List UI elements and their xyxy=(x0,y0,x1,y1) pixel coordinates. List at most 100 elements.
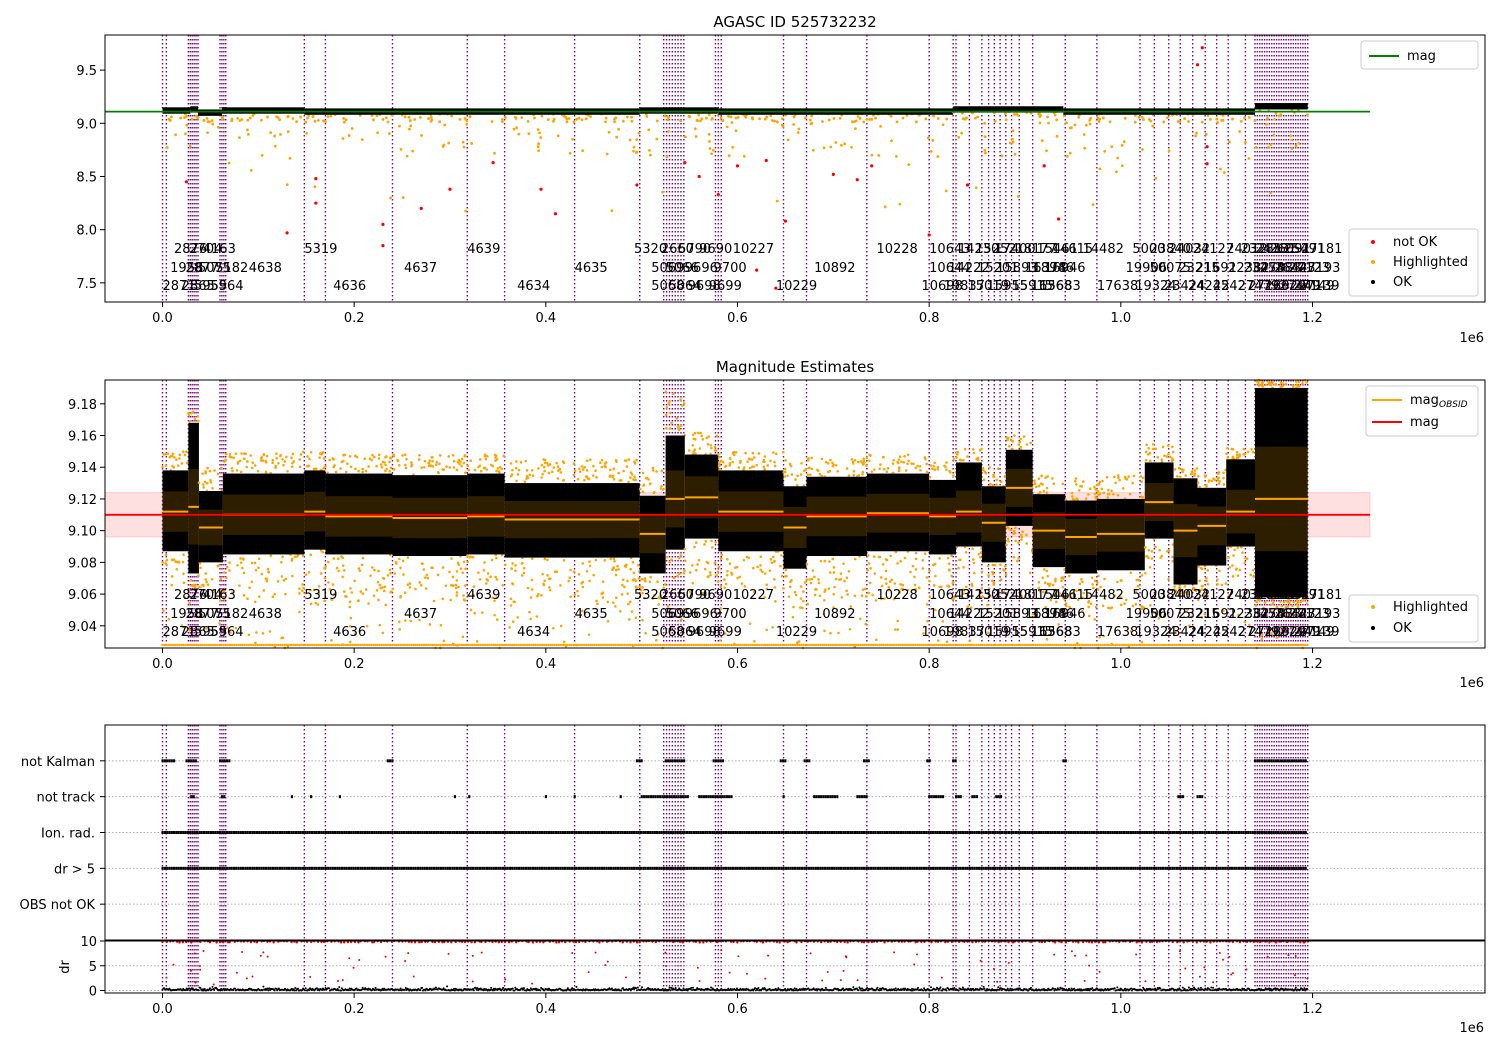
highlighted-point xyxy=(278,118,282,122)
dr-point xyxy=(197,989,200,992)
highlighted-point xyxy=(1140,480,1144,483)
flag-mark xyxy=(943,831,946,834)
flag-mark xyxy=(984,831,988,834)
highlighted-point xyxy=(1017,443,1021,446)
highlighted-point xyxy=(485,582,488,585)
highlighted-point xyxy=(168,119,172,122)
highlighted-point xyxy=(251,461,255,465)
highlighted-point xyxy=(343,120,346,124)
flag-mark xyxy=(534,831,537,834)
flag-mark xyxy=(1258,759,1261,763)
flag-mark xyxy=(759,831,762,834)
highlighted-point xyxy=(1124,598,1128,602)
highlighted-point xyxy=(1190,589,1193,592)
highlighted-point xyxy=(585,459,589,463)
flag-mark xyxy=(331,831,334,834)
highlighted-point xyxy=(853,557,857,561)
not-ok-point xyxy=(381,244,385,248)
highlighted-point xyxy=(1135,578,1139,582)
highlighted-point xyxy=(1192,643,1195,647)
highlighted-point xyxy=(299,115,302,119)
highlighted-point xyxy=(971,558,975,561)
highlighted-point xyxy=(326,560,330,564)
highlighted-point xyxy=(879,463,882,466)
flag-mark xyxy=(527,831,530,834)
highlighted-point xyxy=(966,605,970,609)
highlighted-point xyxy=(804,116,807,120)
flag-mark xyxy=(1090,831,1093,834)
highlighted-point xyxy=(363,457,367,460)
highlighted-point xyxy=(643,577,647,580)
highlighted-point xyxy=(570,643,573,647)
highlighted-point xyxy=(1061,576,1065,579)
highlighted-point xyxy=(1122,643,1126,647)
highlighted-point xyxy=(885,582,888,585)
flag-mark xyxy=(939,795,942,799)
highlighted-point xyxy=(1145,554,1148,558)
flag-mark xyxy=(711,831,714,834)
highlighted-point xyxy=(614,643,617,647)
highlighted-point xyxy=(562,640,566,644)
obsid-label: 15915 xyxy=(1012,279,1053,294)
flag-mark xyxy=(219,866,222,870)
flag-mark xyxy=(630,831,633,834)
highlighted-point xyxy=(659,593,662,597)
highlighted-point xyxy=(342,569,346,572)
flag-mark xyxy=(665,866,668,870)
highlighted-point xyxy=(549,588,552,592)
highlighted-point xyxy=(943,643,946,647)
flag-mark xyxy=(1037,866,1040,870)
highlighted-point xyxy=(932,464,936,468)
highlighted-point xyxy=(264,643,268,647)
highlighted-point xyxy=(1235,567,1239,570)
flag-mark xyxy=(863,759,866,763)
highlighted-point xyxy=(1043,568,1046,571)
highlighted-point xyxy=(1042,590,1045,594)
flag-mark xyxy=(308,866,311,870)
highlighted-point xyxy=(569,568,572,572)
obsid-label: 14615 xyxy=(1052,242,1093,257)
highlighted-point xyxy=(945,468,948,471)
flag-mark xyxy=(743,831,746,834)
highlighted-point xyxy=(1088,643,1092,647)
highlighted-point xyxy=(819,559,823,563)
flag-mark xyxy=(246,866,249,870)
highlighted-point xyxy=(891,462,895,465)
flag-mark xyxy=(313,831,316,834)
highlighted-point xyxy=(309,553,313,556)
highlighted-point xyxy=(648,148,651,152)
highlighted-point xyxy=(548,586,551,589)
flag-mark xyxy=(1116,866,1119,870)
highlighted-point xyxy=(229,631,232,634)
highlighted-point xyxy=(787,595,791,598)
flag-mark xyxy=(469,866,472,870)
highlighted-point xyxy=(205,643,208,647)
highlighted-point xyxy=(839,572,843,575)
highlighted-point xyxy=(290,557,294,561)
flag-mark xyxy=(800,866,804,870)
flag-mark xyxy=(721,759,724,763)
flag-mark xyxy=(1017,831,1020,834)
obsid-label: 5064 xyxy=(669,279,702,294)
highlighted-point xyxy=(964,550,968,554)
highlighted-point xyxy=(831,461,834,465)
highlighted-point xyxy=(832,606,835,609)
flag-mark xyxy=(1258,831,1261,834)
highlighted-point xyxy=(1143,643,1147,647)
highlighted-point xyxy=(790,579,793,582)
highlighted-point xyxy=(337,569,340,573)
highlighted-point xyxy=(438,120,442,124)
flag-mark xyxy=(1040,831,1043,834)
flag-mark xyxy=(984,866,988,870)
highlighted-point xyxy=(816,469,820,472)
highlighted-point xyxy=(901,583,905,587)
flag-mark xyxy=(580,866,583,870)
flag-mark xyxy=(541,831,544,834)
flag-mark xyxy=(320,866,323,870)
highlighted-point xyxy=(577,573,581,576)
flag-mark xyxy=(886,831,889,834)
highlighted-point xyxy=(690,643,693,647)
highlighted-point xyxy=(1134,589,1138,593)
highlighted-point xyxy=(201,583,204,587)
highlighted-point xyxy=(1154,545,1157,549)
